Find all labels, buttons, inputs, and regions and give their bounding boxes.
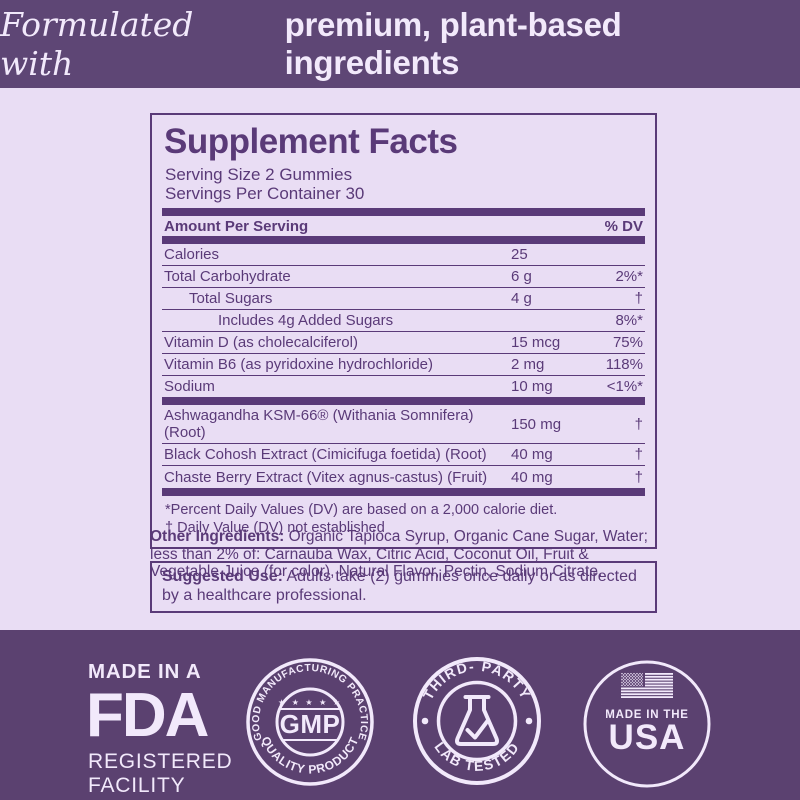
row-dv: 75% bbox=[612, 334, 643, 351]
lab-left-dot bbox=[421, 717, 429, 725]
fda-logo: FDA bbox=[86, 680, 209, 750]
suggested-use-label: Suggested Use: bbox=[162, 568, 283, 585]
table-row: Calories 25 bbox=[162, 244, 645, 266]
row-amount: 4 g bbox=[511, 290, 532, 307]
other-ingredients-text: Organic Tapioca Syrup, Organic Cane Suga… bbox=[150, 528, 648, 580]
row-name: Total Sugars bbox=[189, 290, 273, 307]
gmp-center-text: GMP bbox=[280, 709, 341, 739]
lab-inner-ring bbox=[436, 680, 518, 762]
lab-outer-ring bbox=[413, 657, 541, 785]
gmp-inner-ring bbox=[275, 687, 345, 757]
usa-outer-ring bbox=[583, 660, 711, 788]
row-name: Ashwagandha KSM-66® (Withania Somnifera)… bbox=[164, 407, 474, 441]
row-amount: 25 bbox=[511, 246, 528, 263]
row-name: Vitamin D (as cholecalciferol) bbox=[164, 334, 358, 351]
divider-thick bbox=[162, 397, 645, 405]
other-ingredients-label: Other Ingredients: bbox=[150, 528, 285, 545]
supplement-facts-title: Supplement Facts bbox=[164, 122, 458, 161]
row-name: Chaste Berry Extract (Vitex agnus-castus… bbox=[164, 468, 488, 486]
percent-dv-label: % DV bbox=[604, 218, 643, 235]
made-in-usa-badge: MADE IN THE USA bbox=[583, 660, 711, 788]
footnote-dagger: † Daily Value (DV) not established bbox=[165, 519, 385, 536]
divider-thick bbox=[162, 208, 645, 216]
table-row: Vitamin D (as cholecalciferol) 15 mcg 75… bbox=[162, 332, 645, 354]
table-row: Vitamin B6 (as pyridoxine hydrochloride)… bbox=[162, 354, 645, 376]
table-row: Sodium 10 mg <1%* bbox=[162, 376, 645, 397]
row-amount: 10 mg bbox=[511, 378, 553, 395]
gmp-stars: ★ ★ ★ ★ ★ bbox=[278, 698, 342, 707]
other-ingredients: Other Ingredients: Organic Tapioca Syrup… bbox=[150, 528, 662, 581]
row-name: Calories bbox=[164, 246, 220, 263]
row-name: Total Carbohydrate bbox=[164, 268, 291, 285]
divider-thick bbox=[162, 488, 645, 496]
row-amount: 40 mg bbox=[511, 446, 553, 463]
fda-registered: REGISTERED bbox=[88, 749, 233, 773]
row-dv: † bbox=[634, 415, 643, 433]
row-dv: <1%* bbox=[606, 378, 643, 395]
row-dv: 118% bbox=[605, 356, 643, 373]
row-dv: 8%* bbox=[615, 312, 643, 329]
lab-right-dot bbox=[525, 717, 533, 725]
footnotes: *Percent Daily Values (DV) are based on … bbox=[165, 502, 645, 537]
row-name: Sodium bbox=[164, 378, 215, 395]
gmp-badge: GOOD MANUFACTURING PRACTICE QUALITY PROD… bbox=[246, 658, 374, 786]
row-amount: 2 mg bbox=[511, 356, 545, 373]
banner-italic-text: Formulated with bbox=[0, 5, 194, 83]
supplement-facts-panel: Supplement Facts Serving Size 2 Gummies … bbox=[150, 113, 657, 549]
badge-band: MADE IN A FDA REGISTERED FACILITY GOOD M… bbox=[0, 630, 800, 800]
row-amount: 40 mg bbox=[511, 468, 553, 486]
flask-icon bbox=[454, 695, 500, 746]
usa-text: USA bbox=[609, 718, 686, 757]
row-name: Vitamin B6 (as pyridoxine hydrochloride) bbox=[164, 356, 434, 373]
lab-tested-badge: THIRD- PARTY LAB TESTED bbox=[413, 657, 541, 785]
fda-badge: MADE IN A FDA REGISTERED FACILITY bbox=[86, 660, 233, 797]
gmp-outer-ring bbox=[246, 658, 374, 786]
table-row: Black Cohosh Extract (Cimicifuga foetida… bbox=[162, 444, 645, 466]
table-row: Ashwagandha KSM-66® (Withania Somnifera)… bbox=[162, 405, 645, 444]
serving-size: Serving Size 2 Gummies bbox=[165, 165, 353, 184]
top-banner: Formulated with premium, plant-based ing… bbox=[0, 0, 800, 88]
banner-bold-text: premium, plant-based ingredients bbox=[284, 6, 622, 81]
row-amount: 15 mcg bbox=[511, 334, 561, 351]
table-row: Includes 4g Added Sugars 8%* bbox=[162, 310, 645, 332]
row-amount: 6 g bbox=[511, 268, 532, 285]
row-dv: † bbox=[634, 446, 643, 463]
table-row: Total Carbohydrate 6 g 2%* bbox=[162, 266, 645, 288]
usa-made-in-the: MADE IN THE bbox=[605, 709, 689, 721]
usa-flag-icon bbox=[621, 673, 673, 698]
row-name: Includes 4g Added Sugars bbox=[218, 312, 394, 329]
row-name: Black Cohosh Extract (Cimicifuga foetida… bbox=[164, 446, 487, 463]
table-row: Total Sugars 4 g † bbox=[162, 288, 645, 310]
servings-per-container: Servings Per Container 30 bbox=[165, 184, 365, 203]
divider-thick bbox=[162, 236, 645, 244]
table-header: Amount Per Serving % DV bbox=[162, 216, 645, 236]
fda-made-in-a: MADE IN A bbox=[88, 660, 202, 683]
row-dv: † bbox=[634, 468, 643, 486]
row-dv: 2%* bbox=[615, 268, 643, 285]
suggested-use-text: Adults take (2) gummies once daily or as… bbox=[162, 568, 637, 604]
fda-facility: FACILITY bbox=[88, 773, 186, 797]
footnote-dv: *Percent Daily Values (DV) are based on … bbox=[165, 502, 558, 518]
suggested-use-box: Suggested Use: Adults take (2) gummies o… bbox=[150, 561, 657, 613]
row-amount: 150 mg bbox=[511, 415, 562, 433]
table-row: Chaste Berry Extract (Vitex agnus-castus… bbox=[162, 466, 645, 488]
row-dv: † bbox=[634, 290, 643, 307]
amount-per-serving-label: Amount Per Serving bbox=[164, 218, 309, 235]
